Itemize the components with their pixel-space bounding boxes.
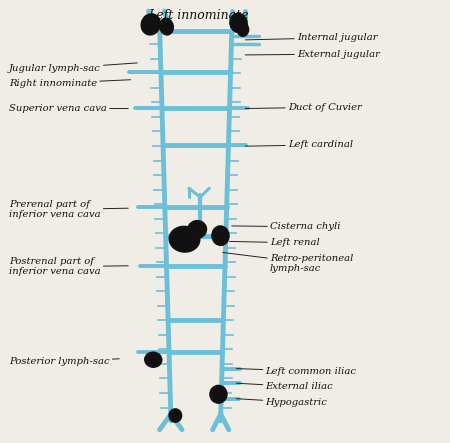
Text: Left renal: Left renal bbox=[230, 238, 320, 247]
Text: Jugular lymph-sac: Jugular lymph-sac bbox=[9, 63, 137, 73]
Text: Postrenal part of
inferior vena cava: Postrenal part of inferior vena cava bbox=[9, 257, 128, 276]
Text: Left innominate: Left innominate bbox=[148, 9, 248, 22]
Ellipse shape bbox=[160, 18, 173, 35]
Text: Left cardinal: Left cardinal bbox=[245, 140, 353, 149]
Text: External jugular: External jugular bbox=[245, 50, 380, 58]
Ellipse shape bbox=[169, 409, 182, 422]
Ellipse shape bbox=[210, 385, 227, 403]
Text: Prerenal part of
inferior vena cava: Prerenal part of inferior vena cava bbox=[9, 200, 128, 219]
Text: Cisterna chyli: Cisterna chyli bbox=[232, 222, 341, 231]
Text: Hypogastric: Hypogastric bbox=[236, 398, 328, 407]
Ellipse shape bbox=[169, 226, 200, 252]
Text: Superior vena cava: Superior vena cava bbox=[9, 104, 128, 113]
Text: Right innominate: Right innominate bbox=[9, 79, 130, 88]
Text: External iliac: External iliac bbox=[236, 382, 333, 391]
Ellipse shape bbox=[212, 226, 229, 245]
Ellipse shape bbox=[141, 14, 160, 35]
Text: Internal jugular: Internal jugular bbox=[245, 33, 378, 42]
Text: Left common iliac: Left common iliac bbox=[236, 367, 356, 376]
Ellipse shape bbox=[230, 13, 247, 33]
Text: Posterior lymph-sac: Posterior lymph-sac bbox=[9, 357, 119, 365]
Text: Duct of Cuvier: Duct of Cuvier bbox=[245, 103, 362, 112]
Ellipse shape bbox=[188, 221, 207, 238]
Ellipse shape bbox=[145, 352, 162, 367]
Text: Retro-peritoneal
lymph-sac: Retro-peritoneal lymph-sac bbox=[223, 253, 353, 273]
Ellipse shape bbox=[237, 23, 249, 36]
